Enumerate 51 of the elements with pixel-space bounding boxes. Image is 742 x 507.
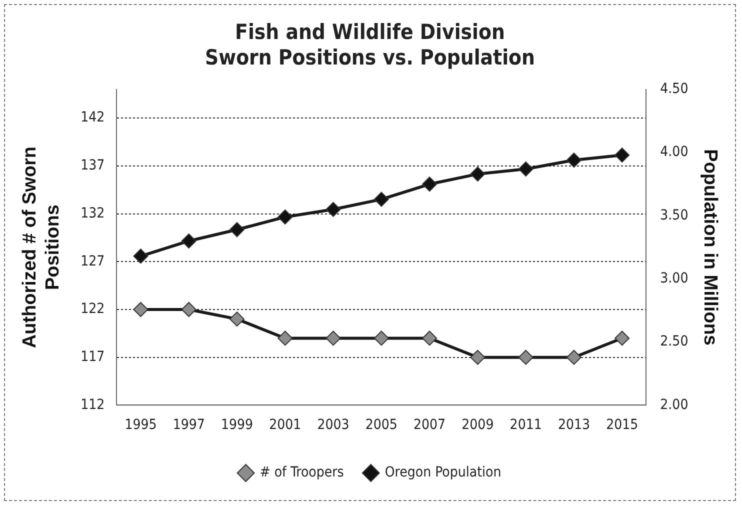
legend-label: # of Troopers — [260, 464, 344, 481]
x-tick-label: 2009 — [462, 417, 494, 434]
point — [470, 350, 486, 365]
x-tick-label: 2011 — [510, 417, 542, 434]
y2-tick-label: 3.50 — [660, 207, 688, 224]
point — [326, 202, 341, 217]
chart-title: Fish and Wildlife Division Sworn Positions vs. Population — [205, 20, 535, 70]
x-tick-label: 2007 — [414, 417, 446, 434]
x-tick-label: 2001 — [269, 417, 302, 434]
point — [133, 302, 148, 318]
x-tick-label: 2005 — [365, 417, 398, 434]
point — [422, 330, 438, 346]
y2-tick-label: 2.50 — [660, 334, 688, 350]
x-tick-label: 2003 — [317, 417, 350, 434]
y2-tick-label: 3.00 — [660, 270, 688, 287]
point — [518, 350, 534, 365]
x-tick-label: 2013 — [558, 417, 590, 434]
point — [614, 330, 630, 346]
point — [374, 192, 389, 207]
y-tick-label: 137 — [80, 158, 105, 174]
y2-axis-title: Population in Millions — [699, 149, 720, 346]
y-tick-label: 117 — [80, 348, 105, 365]
point — [181, 233, 196, 248]
y2-tick-label: 4.50 — [660, 81, 688, 98]
point — [229, 312, 244, 327]
point — [326, 330, 341, 346]
point — [566, 152, 582, 168]
point — [181, 302, 196, 318]
y-axis-title: Authorized # of Sworn Positions — [20, 146, 64, 348]
y2-tick-label: 4.00 — [660, 144, 688, 160]
point — [133, 248, 148, 264]
legend-label: Oregon Population — [384, 464, 502, 481]
y2-tick-label: 2.00 — [660, 396, 688, 413]
point — [229, 222, 244, 238]
point — [278, 330, 293, 346]
x-tick-label: 1999 — [220, 417, 254, 434]
x-tick-label: 1995 — [124, 417, 157, 434]
point — [614, 148, 630, 163]
y-tick-label: 112 — [80, 396, 105, 413]
y-tick-label: 122 — [80, 301, 105, 318]
x-tick-label: 2015 — [606, 417, 638, 434]
point — [470, 166, 486, 182]
y-tick-label: 132 — [80, 205, 105, 222]
point — [518, 161, 534, 176]
point — [422, 176, 438, 192]
y-tick-label: 127 — [80, 253, 105, 270]
point — [374, 330, 389, 346]
point — [566, 350, 582, 365]
point — [278, 209, 293, 224]
x-tick-label: 1997 — [172, 417, 205, 434]
y-tick-label: 142 — [80, 110, 105, 126]
